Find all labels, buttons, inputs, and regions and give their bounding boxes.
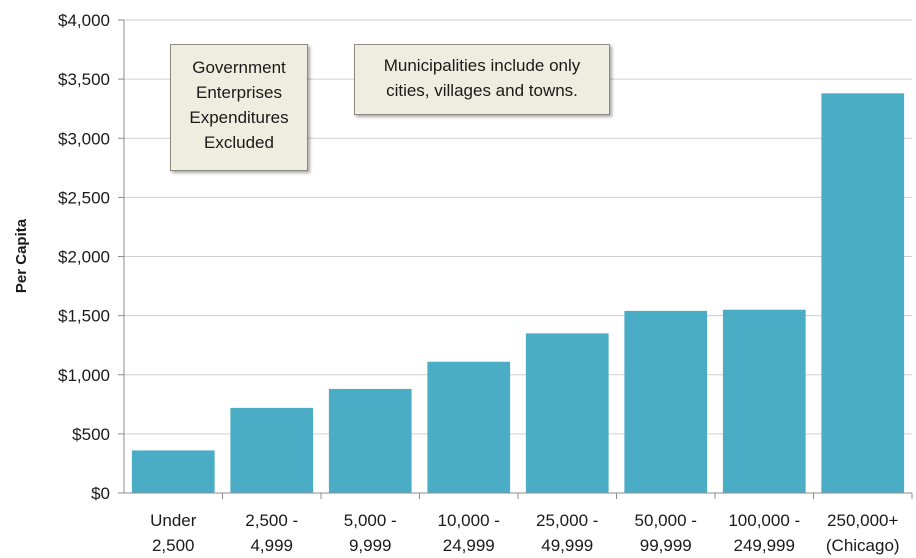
bar	[624, 310, 708, 493]
annotation-municipalities: Municipalities include only cities, villa…	[354, 44, 610, 115]
x-tick-label: 2,500 -	[245, 511, 298, 530]
y-tick-label: $2,500	[58, 188, 110, 207]
x-tick-label: Under	[150, 511, 197, 530]
x-tick-label: 99,999	[640, 536, 692, 555]
y-tick-label: $0	[91, 484, 110, 503]
bar	[525, 333, 609, 493]
y-tick-label: $2,000	[58, 248, 110, 267]
y-tick-label: $1,500	[58, 307, 110, 326]
bars	[131, 93, 905, 493]
y-tick-label: $3,000	[58, 129, 110, 148]
bar	[230, 407, 314, 493]
x-tick-label: 25,000 -	[536, 511, 598, 530]
x-tick-label: 10,000 -	[438, 511, 500, 530]
y-tick-label: $3,500	[58, 70, 110, 89]
bar	[821, 93, 905, 493]
y-tick-label: $4,000	[58, 11, 110, 30]
x-tick-label: 9,999	[349, 536, 392, 555]
x-tick-label: (Chicago)	[826, 536, 900, 555]
bar	[427, 361, 511, 493]
annotation-line: Expenditures	[189, 108, 289, 127]
x-tick-label: 5,000 -	[344, 511, 397, 530]
x-tick-label: 50,000 -	[635, 511, 697, 530]
x-tick-label: 2,500	[152, 536, 195, 555]
y-axis-title: Per Capita	[13, 218, 30, 293]
annotation-line: Enterprises	[196, 83, 282, 102]
bar	[131, 450, 215, 493]
x-tick-labels: Under 2,500 2,500 - 4,999 5,000 - 9,999 10,000…	[150, 511, 900, 555]
annotation-line: Government	[192, 58, 286, 77]
y-tick-label: $500	[72, 425, 110, 444]
x-tick-label: 250,000+	[827, 511, 898, 530]
annotation-line: cities, villages and towns.	[386, 81, 578, 100]
x-tick-label: 249,999	[734, 536, 795, 555]
x-tick-label: 100,000 -	[728, 511, 800, 530]
annotation-line: Excluded	[204, 133, 274, 152]
y-tick-labels: $0 $500 $1,000 $1,500 $2,000 $2,500 $3,000 $3,5…	[58, 11, 110, 503]
x-tick-label: 24,999	[443, 536, 495, 555]
axes	[118, 19, 913, 499]
y-tick-label: $1,000	[58, 366, 110, 385]
annotation-line: Municipalities include only	[383, 56, 581, 75]
annotation-government-enterprises: Government Enterprises Expenditures Exclude…	[170, 44, 308, 171]
bar	[328, 388, 412, 493]
x-tick-label: 4,999	[250, 536, 293, 555]
bar	[722, 309, 806, 493]
x-tick-label: 49,999	[541, 536, 593, 555]
